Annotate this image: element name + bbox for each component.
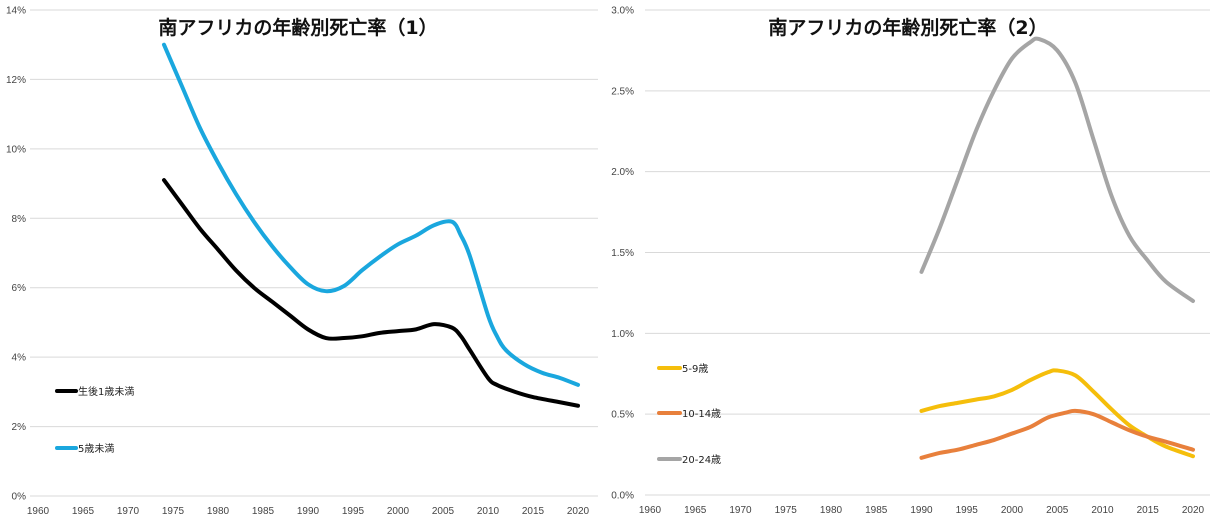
x-tick-label: 1995 [956, 505, 979, 516]
x-tick-label: 2020 [567, 506, 590, 517]
x-tick-label: 1985 [252, 506, 275, 517]
x-tick-label: 2020 [1182, 505, 1205, 516]
y-tick-label: 10% [6, 144, 26, 155]
y-tick-label: 4% [12, 353, 27, 364]
y-tick-label: 14% [6, 6, 26, 17]
x-tick-label: 2015 [1137, 505, 1160, 516]
legend-label: 10-14歳 [682, 408, 721, 420]
legend-label: 20-24歳 [682, 454, 721, 466]
y-tick-label: 2% [12, 422, 27, 433]
x-tick-label: 1980 [207, 506, 230, 517]
y-tick-label: 1.5% [611, 248, 634, 259]
x-tick-label: 1970 [117, 506, 140, 517]
x-tick-label: 1965 [72, 506, 95, 517]
y-tick-label: 2.0% [611, 167, 634, 178]
legend-label: 生後1歳未満 [78, 385, 134, 398]
x-tick-label: 1960 [27, 506, 50, 517]
series-line-1 [919, 368, 1195, 459]
x-tick-label: 1960 [639, 505, 662, 516]
chart-2: 0.0% 0.5% 1.0% 1.5% 2.0% 2.5% 3.0% 1960 1965 1970… [611, 6, 1210, 516]
x-tick-label: 2005 [432, 506, 455, 517]
chart-title: 南アフリカの年齢別死亡率（2） [768, 16, 1047, 39]
x-tick-label: 1975 [162, 506, 185, 517]
y-tick-label: 3.0% [611, 6, 634, 17]
x-tick-label: 1990 [297, 506, 320, 517]
series-line-1 [162, 178, 580, 408]
x-tick-label: 1990 [910, 505, 933, 516]
x-tick-label: 1975 [775, 505, 798, 516]
chart-1: 0% 2% 4% 6% 8% 10% 12% 14% 1960 1965 1970 1975 1980 1… [6, 6, 598, 517]
y-tick-label: 12% [6, 75, 26, 86]
x-tick-label: 1985 [865, 505, 888, 516]
y-tick-label: 8% [12, 214, 27, 225]
series-line-3 [919, 36, 1195, 303]
x-tick-label: 2000 [1001, 505, 1024, 516]
x-tick-label: 2010 [1091, 505, 1114, 516]
x-tick-label: 2015 [522, 506, 545, 517]
x-tick-label: 1970 [729, 505, 752, 516]
legend-label: 5歳未満 [78, 443, 114, 455]
x-tick-label: 2010 [477, 506, 500, 517]
legend-label: 5-9歳 [682, 363, 708, 375]
series-line-2 [162, 42, 580, 387]
y-tick-label: 0% [12, 492, 27, 503]
x-tick-label: 1995 [342, 506, 365, 517]
chart-title: 南アフリカの年齢別死亡率（1） [158, 16, 437, 39]
y-tick-label: 1.0% [611, 329, 634, 340]
y-tick-label: 2.5% [611, 86, 634, 97]
x-tick-label: 1965 [684, 505, 707, 516]
x-tick-label: 1980 [820, 505, 843, 516]
y-tick-label: 6% [12, 283, 27, 294]
y-tick-label: 0.5% [611, 410, 634, 421]
y-tick-label: 0.0% [611, 491, 634, 502]
series-line-2 [919, 408, 1195, 460]
x-tick-label: 2005 [1046, 505, 1069, 516]
x-tick-label: 2000 [387, 506, 410, 517]
